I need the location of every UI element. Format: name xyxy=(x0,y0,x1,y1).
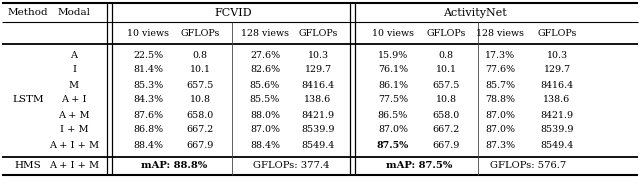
Text: 8549.4: 8549.4 xyxy=(540,141,573,150)
Text: 667.2: 667.2 xyxy=(186,126,214,135)
Text: 129.7: 129.7 xyxy=(543,66,571,74)
Text: A: A xyxy=(70,51,77,59)
Text: 8421.9: 8421.9 xyxy=(540,111,573,120)
Text: GFLOPs: 377.4: GFLOPs: 377.4 xyxy=(253,161,330,170)
Text: 87.0%: 87.0% xyxy=(485,126,515,135)
Text: 85.5%: 85.5% xyxy=(250,96,280,105)
Text: 87.0%: 87.0% xyxy=(378,126,408,135)
Text: 88.0%: 88.0% xyxy=(250,111,280,120)
Text: 667.9: 667.9 xyxy=(186,141,214,150)
Text: 77.6%: 77.6% xyxy=(485,66,515,74)
Text: 27.6%: 27.6% xyxy=(250,51,280,59)
Text: 8416.4: 8416.4 xyxy=(301,81,335,90)
Text: FCVID: FCVID xyxy=(214,7,252,18)
Text: 0.8: 0.8 xyxy=(193,51,207,59)
Text: 84.3%: 84.3% xyxy=(133,96,163,105)
Text: 17.3%: 17.3% xyxy=(485,51,515,59)
Text: 88.4%: 88.4% xyxy=(250,141,280,150)
Text: 77.5%: 77.5% xyxy=(378,96,408,105)
Text: 22.5%: 22.5% xyxy=(133,51,163,59)
Text: GFLOPs: GFLOPs xyxy=(298,29,338,38)
Text: 8549.4: 8549.4 xyxy=(301,141,335,150)
Text: 0.8: 0.8 xyxy=(438,51,454,59)
Text: GFLOPs: 576.7: GFLOPs: 576.7 xyxy=(490,161,566,170)
Text: 10.8: 10.8 xyxy=(435,96,456,105)
Text: 86.1%: 86.1% xyxy=(378,81,408,90)
Text: I + M: I + M xyxy=(60,126,88,135)
Text: 10.3: 10.3 xyxy=(307,51,328,59)
Text: HMS: HMS xyxy=(15,161,42,170)
Text: 138.6: 138.6 xyxy=(305,96,332,105)
Text: 667.9: 667.9 xyxy=(432,141,460,150)
Text: M: M xyxy=(69,81,79,90)
Text: 128 views: 128 views xyxy=(241,29,289,38)
Text: A + I: A + I xyxy=(61,96,87,105)
Text: 86.5%: 86.5% xyxy=(378,111,408,120)
Text: 8539.9: 8539.9 xyxy=(540,126,573,135)
Text: 10 views: 10 views xyxy=(127,29,169,38)
Text: 658.0: 658.0 xyxy=(186,111,214,120)
Text: 8539.9: 8539.9 xyxy=(301,126,335,135)
Text: 10.8: 10.8 xyxy=(189,96,211,105)
Text: 85.6%: 85.6% xyxy=(250,81,280,90)
Text: GFLOPs: GFLOPs xyxy=(426,29,466,38)
Text: 87.6%: 87.6% xyxy=(133,111,163,120)
Text: Method: Method xyxy=(8,8,48,17)
Text: 8416.4: 8416.4 xyxy=(540,81,573,90)
Text: 657.5: 657.5 xyxy=(186,81,214,90)
Text: 87.0%: 87.0% xyxy=(485,111,515,120)
Text: 76.1%: 76.1% xyxy=(378,66,408,74)
Text: 128 views: 128 views xyxy=(476,29,524,38)
Text: A + I + M: A + I + M xyxy=(49,161,99,170)
Text: A + M: A + M xyxy=(58,111,90,120)
Text: 8421.9: 8421.9 xyxy=(301,111,335,120)
Text: A + I + M: A + I + M xyxy=(49,141,99,150)
Text: 87.0%: 87.0% xyxy=(250,126,280,135)
Text: 86.8%: 86.8% xyxy=(133,126,163,135)
Text: 88.4%: 88.4% xyxy=(133,141,163,150)
Text: 138.6: 138.6 xyxy=(543,96,571,105)
Text: 10.1: 10.1 xyxy=(189,66,211,74)
Text: 10.1: 10.1 xyxy=(435,66,456,74)
Text: mAP: 88.8%: mAP: 88.8% xyxy=(141,161,207,170)
Text: LSTM: LSTM xyxy=(12,96,44,105)
Text: 15.9%: 15.9% xyxy=(378,51,408,59)
Text: 658.0: 658.0 xyxy=(433,111,460,120)
Text: Modal: Modal xyxy=(58,8,90,17)
Text: 87.5%: 87.5% xyxy=(377,141,409,150)
Text: 10 views: 10 views xyxy=(372,29,414,38)
Text: 82.6%: 82.6% xyxy=(250,66,280,74)
Text: 81.4%: 81.4% xyxy=(133,66,163,74)
Text: GFLOPs: GFLOPs xyxy=(180,29,220,38)
Text: 667.2: 667.2 xyxy=(433,126,460,135)
Text: I: I xyxy=(72,66,76,74)
Text: 87.3%: 87.3% xyxy=(485,141,515,150)
Text: 10.3: 10.3 xyxy=(547,51,568,59)
Text: 78.8%: 78.8% xyxy=(485,96,515,105)
Text: GFLOPs: GFLOPs xyxy=(538,29,577,38)
Text: 85.7%: 85.7% xyxy=(485,81,515,90)
Text: ActivityNet: ActivityNet xyxy=(443,7,507,18)
Text: 129.7: 129.7 xyxy=(305,66,332,74)
Text: 657.5: 657.5 xyxy=(432,81,460,90)
Text: 85.3%: 85.3% xyxy=(133,81,163,90)
Text: mAP: 87.5%: mAP: 87.5% xyxy=(387,161,452,170)
